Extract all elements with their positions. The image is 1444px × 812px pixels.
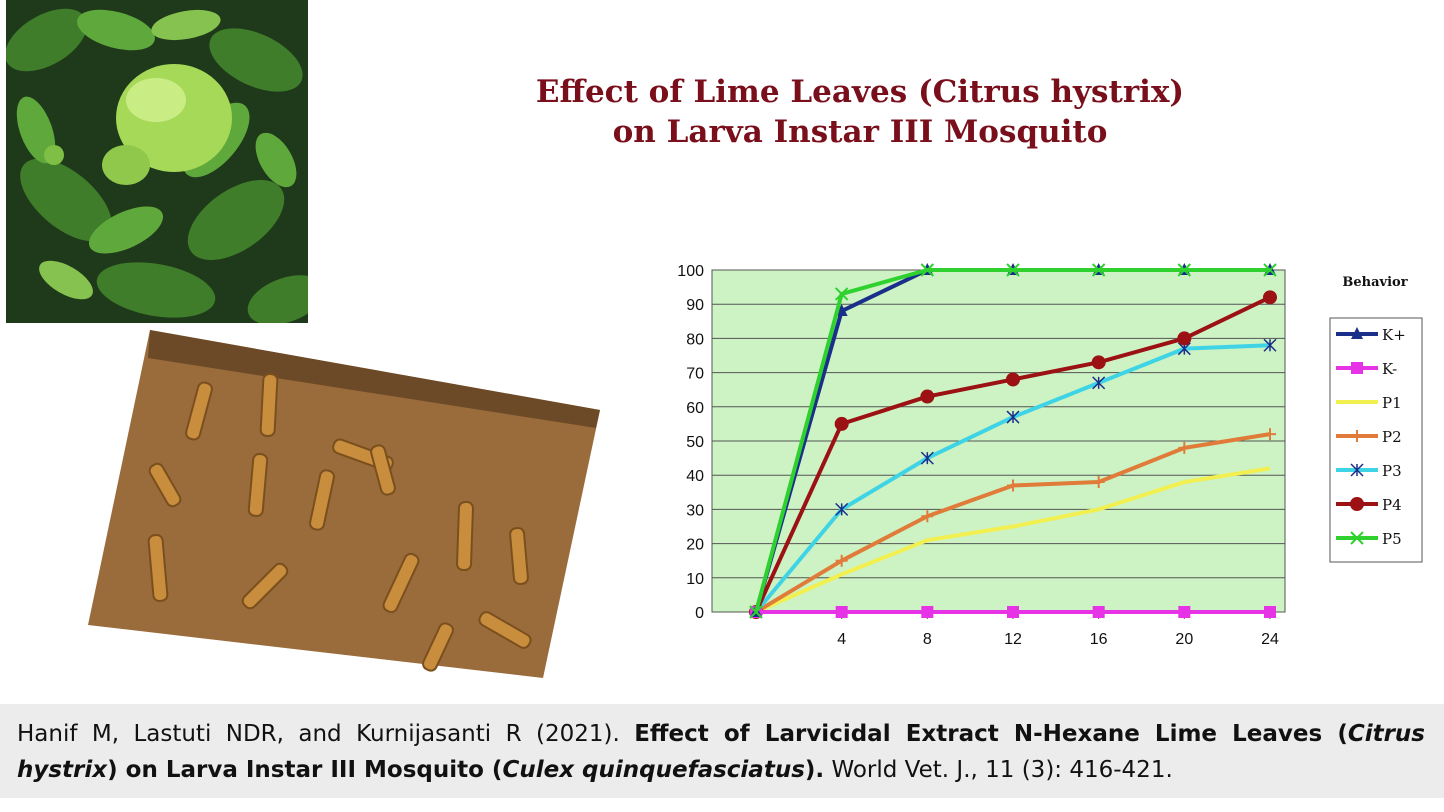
series-P5 (749, 263, 1277, 619)
x-tick-label: 20 (1175, 631, 1193, 648)
data-point (921, 510, 934, 523)
legend-label: K- (1382, 360, 1397, 378)
data-point (1092, 476, 1105, 489)
legend-item-K-: K- (1336, 360, 1397, 378)
data-point (835, 304, 848, 317)
y-tick-label: 30 (686, 502, 704, 519)
data-point (1263, 263, 1277, 277)
data-point (1092, 606, 1105, 618)
series-line (755, 466, 1271, 614)
data-point (835, 554, 848, 567)
data-point (1006, 410, 1020, 424)
data-point (1178, 441, 1191, 454)
citation-text: Hanif M, Lastuti NDR, and Kurnijasanti R… (17, 716, 1425, 788)
legend-label: P2 (1382, 428, 1402, 446)
legend-box (1329, 317, 1423, 563)
y-tick-label: 50 (686, 434, 704, 451)
figure-title: Effect of Lime Leaves (Citrus hystrix) o… (440, 72, 1280, 152)
data-point (749, 605, 763, 619)
legend-label: P5 (1382, 530, 1402, 548)
data-point (1091, 263, 1106, 277)
data-point (834, 416, 849, 431)
lime-leaves-photo (6, 0, 308, 323)
data-point (1178, 606, 1191, 618)
citation-authors: Hanif M, Lastuti NDR, and Kurnijasanti R… (17, 721, 620, 747)
data-point (1007, 606, 1019, 618)
citation-article-title: Effect of Larvicidal Extract N-Hexane Li… (17, 721, 1425, 783)
y-tick-label: 80 (686, 331, 704, 348)
legend-item-P1: P1 (1336, 394, 1402, 412)
x-tick-label: 24 (1261, 631, 1279, 648)
legend-title: Behavior (1342, 275, 1407, 290)
y-tick-label: 0 (695, 605, 704, 622)
y-tick-label: 20 (686, 537, 704, 554)
x-tick-label: 12 (1004, 631, 1022, 648)
larvicidal-line-chart: 0 10 20 30 40 50 60 70 80 90 100 4 8 12 16 20 24 Behavior… (677, 263, 1423, 648)
series-P2 (750, 428, 1276, 618)
figure-title-line1: Effect of Lime Leaves (Citrus hystrix) (535, 74, 1185, 110)
data-point (1263, 290, 1277, 305)
legend-item-P3: P3 (1336, 462, 1402, 480)
data-point (1263, 338, 1277, 352)
y-tick-label: 40 (686, 468, 704, 485)
citation-box: Hanif M, Lastuti NDR, and Kurnijasanti R… (0, 704, 1444, 798)
legend-marker (1351, 430, 1363, 442)
data-point (835, 502, 849, 516)
x-tick-label: 16 (1090, 631, 1108, 648)
data-point (1264, 606, 1276, 618)
data-point (1092, 376, 1106, 390)
legend-item-P4: P4 (1336, 496, 1402, 514)
data-point (1177, 263, 1192, 277)
series-P1 (755, 466, 1271, 614)
legend-label: P3 (1382, 462, 1402, 480)
data-point (835, 606, 848, 618)
legend-item-P5: P5 (1336, 530, 1402, 548)
legend-marker (1351, 327, 1363, 339)
citation-journal: World Vet. J., 11 (3): 416-421. (831, 757, 1173, 783)
mosquito-larvae-photo (88, 330, 600, 678)
data-point (920, 389, 935, 404)
y-tick-label: 100 (677, 263, 704, 280)
data-point (920, 263, 935, 277)
data-point (1177, 331, 1192, 346)
data-point (834, 287, 849, 301)
data-point (1006, 263, 1020, 277)
legend-marker (1350, 463, 1364, 477)
y-tick-label: 60 (686, 400, 704, 417)
legend-item-P2: P2 (1336, 428, 1402, 446)
legend-label: K+ (1382, 326, 1406, 344)
y-tick-label: 70 (686, 366, 704, 383)
x-tick-label: 4 (837, 631, 846, 648)
y-tick-label: 90 (686, 297, 704, 314)
legend-marker (1350, 531, 1364, 545)
data-point (1091, 355, 1106, 370)
legend-marker (1351, 362, 1363, 374)
data-point (1264, 428, 1276, 441)
legend-label: P1 (1382, 394, 1402, 412)
y-tick-label: 10 (686, 571, 704, 588)
data-point (920, 451, 934, 465)
figure-title-line2: on Larva Instar III Mosquito (612, 114, 1108, 150)
legend-marker (1350, 497, 1364, 511)
series-P4 (749, 290, 1277, 619)
data-point (1006, 372, 1020, 387)
data-point (921, 606, 934, 618)
x-tick-label: 8 (923, 631, 932, 648)
legend-label: P4 (1382, 496, 1402, 514)
legend-item-K+: K+ (1336, 326, 1406, 344)
data-point (1007, 479, 1019, 492)
